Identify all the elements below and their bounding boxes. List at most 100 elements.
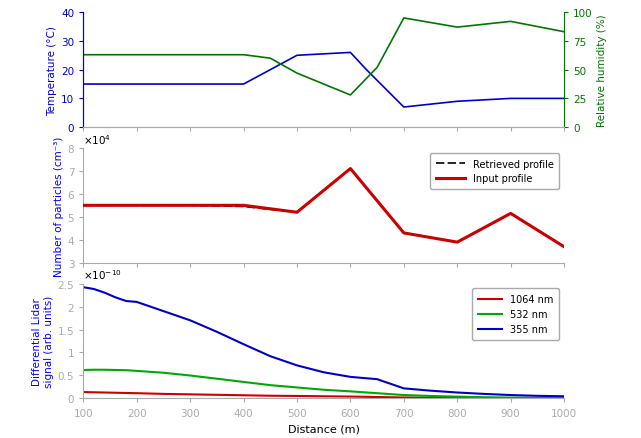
1064 nm: [187, 392, 194, 397]
Line: Input profile: Input profile: [83, 169, 564, 247]
Retrieved profile: [400, 231, 408, 236]
1064 nm: [533, 396, 541, 401]
532 nm: [122, 368, 130, 373]
1064 nm: [240, 393, 247, 398]
Text: $\times10^{4}$: $\times10^{4}$: [83, 132, 112, 146]
Retrieved profile: [240, 205, 247, 210]
355 nm: [101, 290, 108, 296]
1064 nm: [90, 390, 98, 395]
355 nm: [240, 342, 247, 347]
Line: 355 nm: 355 nm: [83, 287, 564, 396]
Y-axis label: Relative humidity (%): Relative humidity (%): [597, 14, 607, 127]
1064 nm: [79, 389, 87, 395]
532 nm: [480, 395, 488, 400]
Retrieved profile: [560, 244, 568, 250]
1064 nm: [400, 395, 408, 400]
355 nm: [122, 299, 130, 304]
532 nm: [320, 387, 328, 392]
Text: $\times10^{-10}$: $\times10^{-10}$: [83, 268, 122, 282]
Retrieved profile: [347, 166, 354, 172]
1064 nm: [453, 396, 461, 401]
355 nm: [507, 392, 515, 398]
355 nm: [480, 392, 488, 397]
532 nm: [267, 383, 274, 388]
Line: 1064 nm: 1064 nm: [83, 392, 564, 398]
Y-axis label: Temperature (°C): Temperature (°C): [47, 26, 57, 115]
1064 nm: [122, 390, 130, 396]
532 nm: [213, 376, 221, 381]
355 nm: [90, 287, 98, 292]
532 nm: [187, 373, 194, 378]
355 nm: [560, 394, 568, 399]
1064 nm: [320, 394, 328, 399]
Input profile: [560, 244, 568, 250]
532 nm: [507, 395, 515, 400]
532 nm: [112, 367, 119, 373]
1064 nm: [507, 396, 515, 401]
355 nm: [347, 374, 354, 380]
355 nm: [293, 363, 301, 368]
532 nm: [533, 395, 541, 400]
Retrieved profile: [79, 203, 87, 208]
355 nm: [533, 393, 541, 399]
532 nm: [133, 368, 140, 374]
Y-axis label: Differential Lidar
signal (arb. units): Differential Lidar signal (arb. units): [32, 295, 53, 387]
1064 nm: [293, 393, 301, 399]
Retrieved profile: [507, 211, 515, 216]
532 nm: [293, 385, 301, 390]
1064 nm: [101, 390, 108, 395]
Retrieved profile: [187, 203, 194, 208]
355 nm: [79, 285, 87, 290]
532 nm: [453, 394, 461, 399]
532 nm: [90, 367, 98, 373]
Input profile: [133, 203, 140, 208]
Retrieved profile: [293, 210, 301, 215]
Input profile: [293, 210, 301, 215]
Input profile: [187, 203, 194, 208]
Y-axis label: Number of particles (cm⁻³): Number of particles (cm⁻³): [53, 136, 63, 276]
Line: 532 nm: 532 nm: [83, 370, 564, 398]
355 nm: [133, 300, 140, 305]
Input profile: [453, 240, 461, 245]
355 nm: [213, 329, 221, 335]
1064 nm: [133, 391, 140, 396]
355 nm: [160, 309, 167, 314]
1064 nm: [373, 395, 381, 400]
Input profile: [347, 166, 354, 172]
Legend: Retrieved profile, Input profile: Retrieved profile, Input profile: [429, 153, 559, 190]
355 nm: [453, 390, 461, 395]
X-axis label: Distance (m): Distance (m): [288, 423, 360, 433]
1064 nm: [347, 394, 354, 399]
1064 nm: [560, 396, 568, 401]
Retrieved profile: [453, 240, 461, 245]
Input profile: [400, 231, 408, 236]
355 nm: [427, 388, 435, 393]
1064 nm: [112, 390, 119, 396]
532 nm: [560, 396, 568, 401]
355 nm: [112, 295, 119, 300]
532 nm: [427, 393, 435, 399]
1064 nm: [160, 392, 167, 397]
Legend: 1064 nm, 532 nm, 355 nm: 1064 nm, 532 nm, 355 nm: [472, 289, 559, 340]
532 nm: [347, 389, 354, 394]
Input profile: [507, 211, 515, 216]
1064 nm: [480, 396, 488, 401]
355 nm: [373, 377, 381, 382]
532 nm: [373, 391, 381, 396]
355 nm: [267, 354, 274, 359]
532 nm: [79, 367, 87, 373]
Line: Retrieved profile: Retrieved profile: [83, 169, 564, 247]
Retrieved profile: [133, 203, 140, 208]
355 nm: [187, 318, 194, 323]
532 nm: [400, 392, 408, 398]
355 nm: [320, 370, 328, 375]
Input profile: [79, 203, 87, 208]
1064 nm: [267, 393, 274, 399]
Input profile: [240, 203, 247, 208]
532 nm: [160, 370, 167, 375]
1064 nm: [427, 395, 435, 400]
1064 nm: [213, 392, 221, 398]
532 nm: [240, 379, 247, 385]
355 nm: [400, 386, 408, 391]
532 nm: [101, 367, 108, 373]
